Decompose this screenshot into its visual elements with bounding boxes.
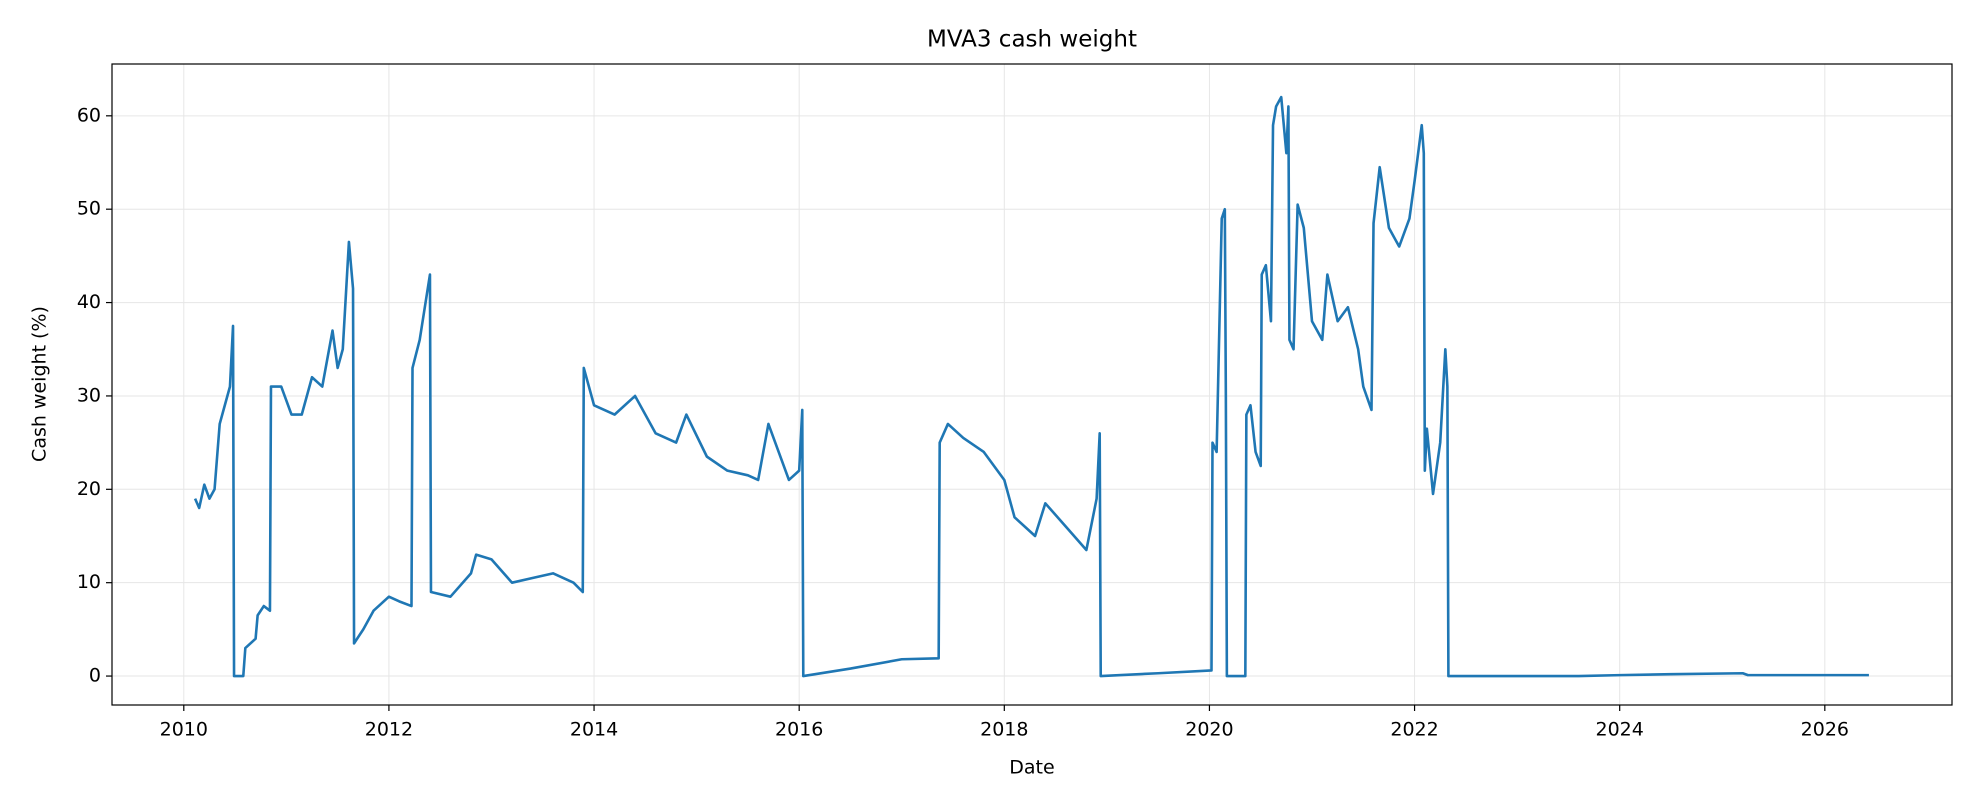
x-tick-label: 2010	[160, 719, 208, 741]
x-tick-label: 2014	[570, 719, 618, 741]
x-tick-label: 2016	[775, 719, 823, 741]
y-axis-label: Cash weight (%)	[29, 306, 51, 462]
x-axis-label: Date	[1009, 757, 1054, 779]
plot-frame	[111, 63, 1953, 706]
x-tick-label: 2018	[980, 719, 1028, 741]
y-tick-label: 10	[77, 571, 101, 593]
x-tick-label: 2024	[1596, 719, 1644, 741]
chart-title: MVA3 cash weight	[927, 27, 1137, 53]
data-line	[193, 95, 1869, 678]
x-tick-label: 2020	[1185, 719, 1233, 741]
x-tick-label: 2026	[1801, 719, 1849, 741]
y-tick-label: 0	[89, 665, 101, 687]
x-tick-label: 2022	[1390, 719, 1438, 741]
y-tick-label: 60	[77, 104, 101, 126]
x-tick-label: 2012	[365, 719, 413, 741]
y-tick-label: 30	[77, 384, 101, 406]
y-tick-label: 50	[77, 198, 101, 220]
y-tick-label: 20	[77, 478, 101, 500]
y-tick-label: 40	[77, 291, 101, 313]
